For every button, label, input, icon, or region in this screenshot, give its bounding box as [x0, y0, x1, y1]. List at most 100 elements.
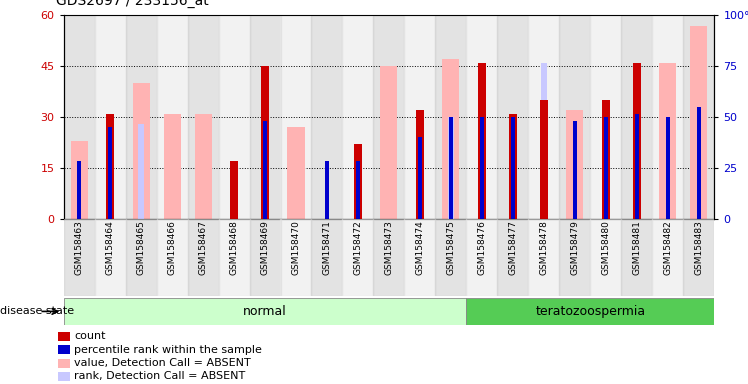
Text: GSM158471: GSM158471: [322, 220, 331, 275]
Text: GSM158474: GSM158474: [415, 220, 424, 275]
Bar: [356, 161, 360, 219]
Text: GSM158475: GSM158475: [447, 220, 456, 275]
Text: GSM158470: GSM158470: [292, 220, 301, 275]
Text: GSM158463: GSM158463: [75, 220, 84, 275]
Bar: [560, 15, 590, 219]
Bar: [590, 15, 622, 219]
Text: GSM158473: GSM158473: [384, 220, 393, 275]
Bar: [105, 114, 114, 219]
Bar: [633, 63, 641, 219]
Bar: [58, 372, 70, 381]
Text: GSM158466: GSM158466: [168, 220, 177, 275]
Bar: [601, 100, 610, 219]
Bar: [442, 60, 459, 219]
Bar: [343, 15, 373, 219]
Bar: [156, 219, 188, 296]
Bar: [690, 26, 708, 219]
Bar: [58, 345, 70, 354]
Text: GSM158480: GSM158480: [601, 220, 610, 275]
Bar: [622, 219, 652, 296]
Bar: [590, 219, 622, 296]
Text: GSM158479: GSM158479: [571, 220, 580, 275]
Bar: [311, 15, 343, 219]
Text: teratozoospermia: teratozoospermia: [536, 305, 646, 318]
Bar: [132, 83, 150, 219]
Bar: [250, 15, 280, 219]
Bar: [622, 15, 652, 219]
Bar: [94, 219, 126, 296]
Bar: [311, 219, 343, 296]
Text: GDS2697 / 233156_at: GDS2697 / 233156_at: [56, 0, 209, 8]
Text: GSM158481: GSM158481: [632, 220, 641, 275]
Text: GSM158469: GSM158469: [260, 220, 269, 275]
Bar: [539, 100, 548, 219]
Text: GSM158465: GSM158465: [137, 220, 146, 275]
Bar: [566, 110, 583, 219]
Bar: [188, 15, 218, 219]
Bar: [652, 15, 684, 219]
Bar: [70, 141, 88, 219]
Bar: [467, 15, 497, 219]
Text: GSM158468: GSM158468: [230, 220, 239, 275]
Bar: [684, 219, 714, 296]
Bar: [467, 298, 714, 325]
Bar: [477, 63, 486, 219]
Text: GSM158482: GSM158482: [663, 220, 672, 275]
Bar: [435, 219, 467, 296]
Bar: [343, 219, 373, 296]
Bar: [126, 219, 156, 296]
Bar: [435, 15, 467, 219]
Bar: [528, 15, 560, 219]
Text: GSM158476: GSM158476: [477, 220, 486, 275]
Bar: [684, 15, 714, 219]
Text: rank, Detection Call = ABSENT: rank, Detection Call = ABSENT: [74, 371, 245, 381]
Text: value, Detection Call = ABSENT: value, Detection Call = ABSENT: [74, 358, 251, 368]
Bar: [230, 161, 239, 219]
Bar: [164, 114, 180, 219]
Bar: [138, 124, 144, 219]
Text: percentile rank within the sample: percentile rank within the sample: [74, 344, 262, 354]
Bar: [635, 114, 639, 219]
Bar: [373, 219, 405, 296]
Bar: [509, 114, 518, 219]
Bar: [480, 117, 484, 219]
Text: disease state: disease state: [0, 306, 74, 316]
Bar: [108, 127, 112, 219]
Text: GSM158478: GSM158478: [539, 220, 548, 275]
Bar: [467, 219, 497, 296]
Bar: [260, 66, 269, 219]
Bar: [448, 117, 454, 219]
Text: GSM158472: GSM158472: [354, 220, 363, 275]
Bar: [497, 219, 528, 296]
Bar: [263, 121, 267, 219]
Bar: [511, 117, 515, 219]
Bar: [659, 63, 676, 219]
Bar: [188, 219, 218, 296]
Bar: [373, 15, 405, 219]
Bar: [64, 15, 94, 219]
Bar: [528, 219, 560, 296]
Bar: [58, 359, 70, 368]
Bar: [280, 15, 311, 219]
Bar: [126, 15, 156, 219]
Bar: [652, 219, 684, 296]
Text: GSM158467: GSM158467: [198, 220, 207, 275]
Bar: [194, 114, 212, 219]
Bar: [449, 117, 453, 219]
Bar: [497, 15, 528, 219]
Bar: [541, 63, 547, 219]
Bar: [156, 15, 188, 219]
Bar: [697, 107, 701, 219]
Bar: [354, 144, 362, 219]
Bar: [77, 161, 81, 219]
Bar: [218, 219, 250, 296]
Bar: [416, 110, 424, 219]
Bar: [381, 66, 397, 219]
Bar: [64, 298, 467, 325]
Bar: [325, 161, 329, 219]
Bar: [405, 219, 435, 296]
Bar: [573, 121, 577, 219]
Bar: [604, 117, 607, 219]
Text: count: count: [74, 331, 105, 341]
Text: GSM158483: GSM158483: [694, 220, 703, 275]
